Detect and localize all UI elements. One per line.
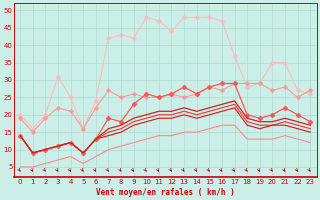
X-axis label: Vent moyen/en rafales ( km/h ): Vent moyen/en rafales ( km/h ) <box>96 188 235 197</box>
